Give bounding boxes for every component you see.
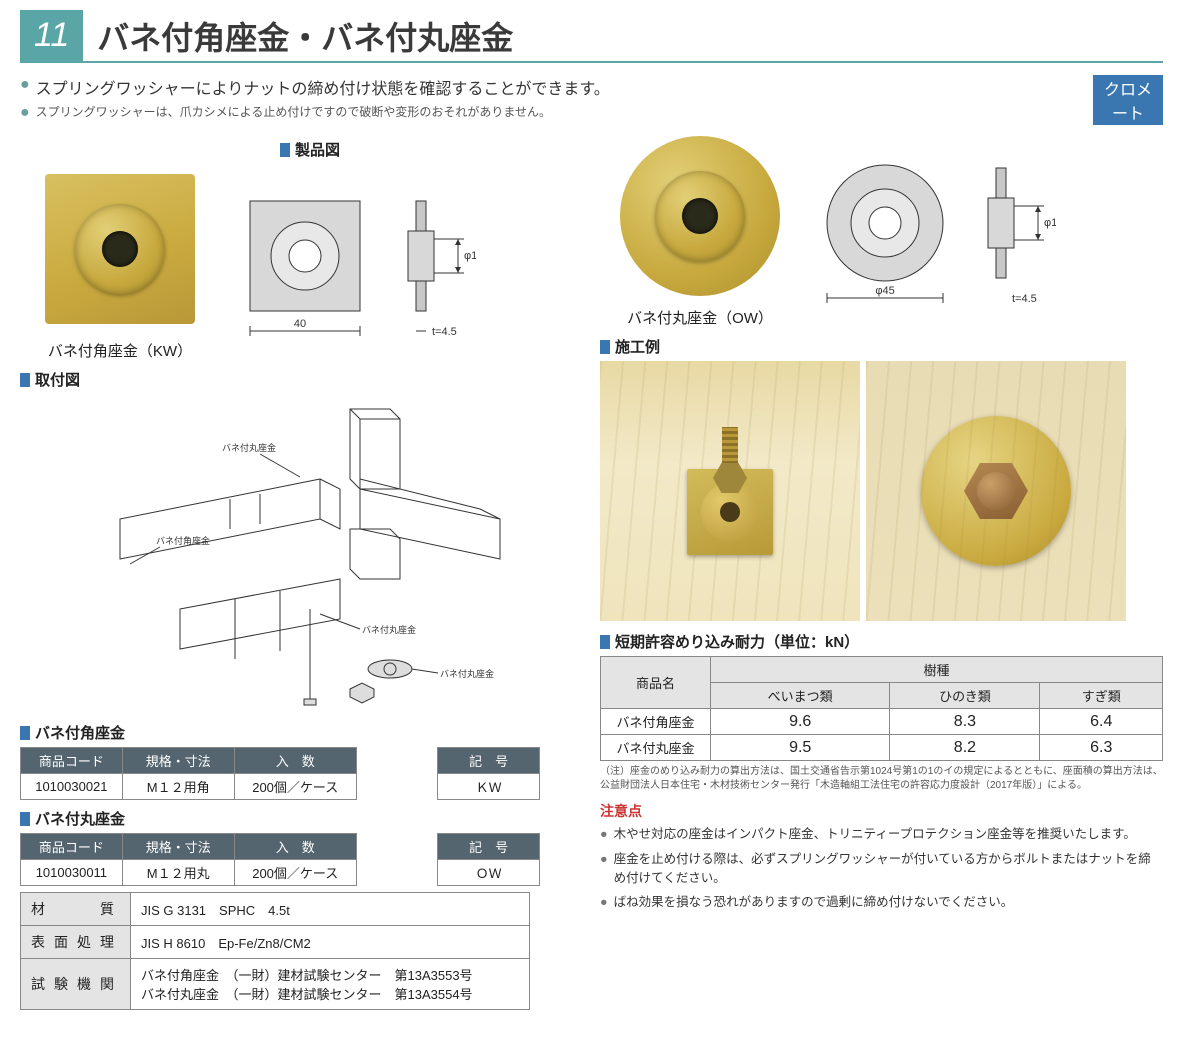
th-spec: 規格・寸法 xyxy=(122,834,234,860)
td: バネ付丸座金 xyxy=(601,735,711,761)
td: 200個／ケース xyxy=(234,860,356,886)
section-heading: 短期許容めり込み耐力（単位：kN） xyxy=(615,631,859,652)
square-side-drawing: φ13 t=4.5 xyxy=(386,181,476,361)
th: すぎ類 xyxy=(1040,683,1163,709)
note-text: スプリングワッシャーは、爪カシメによる止め付けですので破断や変形のおそれがありま… xyxy=(36,103,551,120)
example-photos xyxy=(600,361,1163,621)
td: M１２用角 xyxy=(122,774,234,800)
th-spec: 規格・寸法 xyxy=(122,748,234,774)
section-heading: 取付図 xyxy=(35,369,80,390)
bullet-icon: ● xyxy=(20,103,30,123)
th-name: 商品名 xyxy=(601,657,711,709)
fine-print: （注）座金のめり込み耐力の算出方法は、国土交通省告示第1024号第1の1のイの規… xyxy=(600,765,1163,793)
th: ひのき類 xyxy=(890,683,1040,709)
chromate-badge: クロメート xyxy=(1093,75,1163,125)
page-header: 11 バネ付角座金・バネ付丸座金 xyxy=(20,10,1163,63)
install-label: バネ付角座金 xyxy=(156,535,210,546)
strength-table: 商品名 樹種 べいまつ類 ひのき類 すぎ類 バネ付角座金 9.6 8.3 6.4… xyxy=(600,656,1163,761)
section-heading: 施工例 xyxy=(615,336,660,357)
dim-dia: φ45 xyxy=(875,285,894,297)
section-heading: バネ付丸座金 xyxy=(35,808,125,829)
dim-width: 40 xyxy=(294,318,306,330)
bullet-icon: ● xyxy=(600,825,608,844)
square-front-drawing: 40 xyxy=(230,181,380,361)
example-photo-round xyxy=(866,361,1126,621)
material-table: 材質 JIS G 3131 SPHC 4.5t 表面処理 JIS H 8610 … xyxy=(20,892,530,1010)
dim-hole: φ13 xyxy=(1044,217,1056,229)
td: バネ付角座金 xyxy=(601,709,711,735)
td: ＫＷ xyxy=(438,774,540,800)
round-front-drawing: φ45 xyxy=(810,148,960,328)
section-number: 11 xyxy=(20,10,83,61)
th-code: 商品コード xyxy=(21,748,123,774)
th: 材質 xyxy=(21,893,131,926)
td: JIS H 8610 Ep-Fe/Zn8/CM2 xyxy=(131,926,530,959)
td: ＯＷ xyxy=(438,860,540,886)
round-drawings: φ45 φ13 t=4.5 xyxy=(810,148,1056,328)
note-line: ● スプリングワッシャーによりナットの締め付け状態を確認することができます。 xyxy=(20,75,1093,99)
dim-thick: t=4.5 xyxy=(432,326,457,338)
td: 8.3 xyxy=(890,709,1040,735)
td: 1010030011 xyxy=(21,860,123,886)
th: 表面処理 xyxy=(21,926,131,959)
td: JIS G 3131 SPHC 4.5t xyxy=(131,893,530,926)
caution-heading: 注意点 xyxy=(600,801,1163,821)
square-spec-table: 商品コード 規格・寸法 入 数 記 号 1010030021 M１２用角 200… xyxy=(20,747,540,800)
note-line: ● スプリングワッシャーは、爪カシメによる止め付けですので破断や変形のおそれがあ… xyxy=(20,103,1093,123)
caution-text: 座金を止め付ける際は、必ずスプリングワッシャーが付いている方からボルトまたはナッ… xyxy=(614,850,1163,888)
section-heading: 製品図 xyxy=(295,139,340,160)
th-qty: 入 数 xyxy=(234,748,356,774)
install-label: バネ付丸座金 xyxy=(222,442,276,453)
caution-list: ● 木やせ対応の座金はインパクト座金、トリニティープロテクション座金等を推奨いたし… xyxy=(600,825,1163,912)
th-qty: 入 数 xyxy=(234,834,356,860)
dim-thick: t=4.5 xyxy=(1012,293,1037,305)
install-drawing: バネ付丸座金 バネ付角座金 バネ付丸座金 バネ付丸座金 xyxy=(20,394,580,714)
round-washer-photo xyxy=(600,131,800,301)
section-heading: バネ付角座金 xyxy=(35,722,125,743)
bullet-icon: ● xyxy=(600,850,608,888)
feature-notes: ● スプリングワッシャーによりナットの締め付け状態を確認することができます。 ●… xyxy=(20,75,1093,123)
install-label: バネ付丸座金 xyxy=(362,624,416,635)
bullet-icon: ● xyxy=(600,893,608,912)
note-text: スプリングワッシャーによりナットの締め付け状態を確認することができます。 xyxy=(36,75,610,99)
td: 6.4 xyxy=(1040,709,1163,735)
td: バネ付角座金 （一財）建材試験センター 第13A3553号 バネ付丸座金 （一財… xyxy=(131,959,530,1010)
square-caption: バネ付角座金（KW） xyxy=(20,340,220,361)
td: M１２用丸 xyxy=(122,860,234,886)
dim-hole: φ13 xyxy=(464,250,476,262)
round-side-drawing: φ13 t=4.5 xyxy=(966,148,1056,328)
round-spec-table: 商品コード 規格・寸法 入 数 記 号 1010030011 M１２用丸 200… xyxy=(20,833,540,886)
page-title: バネ付角座金・バネ付丸座金 xyxy=(97,13,513,59)
th-sym: 記 号 xyxy=(438,748,540,774)
td: 200個／ケース xyxy=(234,774,356,800)
td: 9.6 xyxy=(711,709,890,735)
th: べいまつ類 xyxy=(711,683,890,709)
caution-text: 木やせ対応の座金はインパクト座金、トリニティープロテクション座金等を推奨いたしま… xyxy=(614,825,1136,844)
td: 6.3 xyxy=(1040,735,1163,761)
bullet-icon: ● xyxy=(20,75,30,95)
square-washer-photo xyxy=(20,164,220,334)
td: 1010030021 xyxy=(21,774,123,800)
example-photo-square xyxy=(600,361,860,621)
td: 9.5 xyxy=(711,735,890,761)
th-sym: 記 号 xyxy=(438,834,540,860)
th: 試験機関 xyxy=(21,959,131,1010)
th-species: 樹種 xyxy=(711,657,1163,683)
th-code: 商品コード xyxy=(21,834,123,860)
caution-text: ばね効果を損なう恐れがありますので過剰に締め付けないでください。 xyxy=(614,893,1014,912)
square-drawings: 40 φ13 t=4.5 xyxy=(230,181,476,361)
td: 8.2 xyxy=(890,735,1040,761)
round-caption: バネ付丸座金（OW） xyxy=(600,307,800,328)
install-label: バネ付丸座金 xyxy=(440,668,494,679)
